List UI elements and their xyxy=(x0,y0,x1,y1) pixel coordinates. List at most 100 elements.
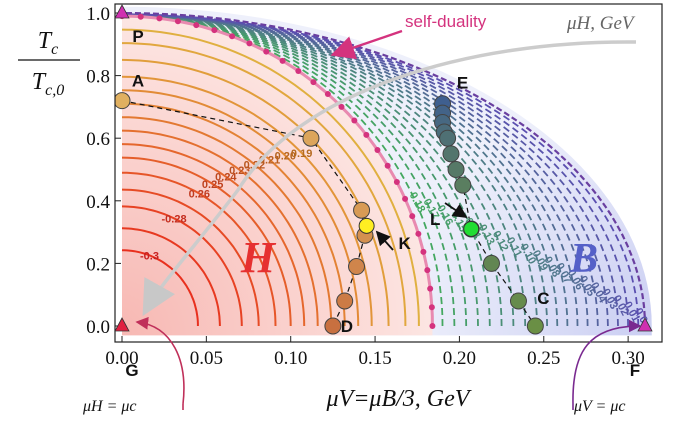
contour-h-line xyxy=(121,102,346,327)
contour-h-line xyxy=(121,143,306,327)
contour-h-line xyxy=(121,205,243,327)
point-c-label: C xyxy=(537,289,549,308)
x-tick-label: 0.00 xyxy=(105,348,138,369)
self-duality-arrow xyxy=(330,29,403,60)
region-b-label: B xyxy=(569,236,598,282)
path-b-point xyxy=(442,145,460,163)
muh-axis-label: μH, GeV xyxy=(566,13,636,34)
self-duality-dot xyxy=(402,195,409,202)
self-duality-dot xyxy=(246,40,253,47)
x-tick-label: 0.10 xyxy=(274,348,307,369)
point-k-marker xyxy=(358,217,375,234)
point-p-marker xyxy=(114,4,130,19)
contour-h-label: 0.19 xyxy=(291,148,312,160)
y-tick-label: 0.0 xyxy=(86,317,110,338)
self-duality-label: self-duality xyxy=(405,12,487,31)
contour-h-label: 0.25 xyxy=(202,179,223,191)
self-duality-dot xyxy=(338,103,345,110)
y-tick-label: 0.8 xyxy=(86,67,110,88)
y-axis-label-numerator: Tc xyxy=(38,28,58,58)
path-h-point xyxy=(353,201,371,219)
x-tick-label: 0.15 xyxy=(358,348,391,369)
point-g-marker xyxy=(114,317,130,332)
contour-h-line xyxy=(121,42,407,327)
outer-boundary-line xyxy=(121,11,647,327)
point-a-label: A xyxy=(132,72,144,91)
self-duality-dot xyxy=(415,230,422,237)
contour-h-line xyxy=(121,116,333,327)
contour-h-label: 0.20 xyxy=(275,151,296,163)
muh-axis-arrow xyxy=(142,40,637,317)
path-h-point xyxy=(302,129,320,147)
g-caption: μH = μc xyxy=(82,398,137,415)
plot-frame xyxy=(114,3,663,343)
self-duality-dot xyxy=(393,178,400,185)
point-d-label: D xyxy=(341,317,353,336)
contour-h-line xyxy=(121,188,260,327)
path-b-point xyxy=(509,292,527,310)
contour-b-line xyxy=(121,13,619,327)
self-duality-dot xyxy=(384,162,391,169)
y-tick-label: 0.2 xyxy=(86,254,110,275)
self-duality-dot xyxy=(229,33,236,40)
path-h-point xyxy=(115,92,131,110)
plot-area: -0.3-0.280.260.250.240.230.220.210.200.1… xyxy=(115,6,652,336)
y-axis-label: Tc Tc,0 xyxy=(18,28,80,99)
contour-h-label: -0.28 xyxy=(161,213,186,225)
y-axis-label-denominator: Tc,0 xyxy=(32,69,64,99)
contour-h-line xyxy=(121,171,277,327)
contour-b-line xyxy=(121,15,456,327)
y-tick-label: 0.6 xyxy=(86,129,110,150)
f-pointer xyxy=(572,319,642,405)
self-duality-dot xyxy=(363,131,370,138)
self-duality-dot xyxy=(310,79,317,86)
contour-h-line xyxy=(121,156,292,327)
l-pointer xyxy=(444,202,468,218)
x-tick-label: 0.30 xyxy=(612,348,645,369)
self-duality-dot xyxy=(324,91,331,98)
point-g-label: G xyxy=(125,361,138,380)
contour-h-line xyxy=(121,249,199,326)
y-tick-label: 1.0 xyxy=(86,4,110,25)
contour-b-line xyxy=(121,13,609,327)
contour-h-label: 0.23 xyxy=(229,165,250,177)
point-f-label: F xyxy=(630,361,640,380)
contour-h-label: -0.3 xyxy=(140,250,159,262)
self-duality-dot xyxy=(279,57,286,64)
point-l-marker xyxy=(463,220,480,237)
path-h-point xyxy=(324,317,342,335)
path-h-point xyxy=(348,258,366,276)
y-tick-label: 0.4 xyxy=(86,192,110,213)
self-duality-dot xyxy=(156,15,163,22)
contour-h-line xyxy=(121,28,420,327)
self-duality-dot xyxy=(427,285,434,292)
x-tick-label: 0.05 xyxy=(190,348,223,369)
point-k-label: K xyxy=(398,234,411,253)
self-duality-dot xyxy=(174,18,181,25)
path-b-point xyxy=(526,317,544,335)
contour-h-line xyxy=(121,227,221,327)
point-p-label: P xyxy=(132,27,143,46)
self-duality-dot xyxy=(193,22,200,29)
x-tick-label: 0.25 xyxy=(527,348,560,369)
path-b-point xyxy=(439,129,457,147)
self-duality-dot xyxy=(428,304,435,311)
self-duality-dot xyxy=(420,248,427,255)
self-duality-dot xyxy=(374,146,381,153)
f-caption: μV = μc xyxy=(573,398,625,415)
contour-h-label: 0.24 xyxy=(215,172,237,184)
self-duality-dot xyxy=(351,117,358,124)
region-h-fill xyxy=(122,13,433,336)
contour-h-line xyxy=(121,129,319,327)
point-e-label: E xyxy=(457,74,468,93)
self-duality-dot xyxy=(295,67,302,74)
path-b-point xyxy=(447,161,465,178)
contour-b-line xyxy=(121,14,515,327)
region-h-label: H xyxy=(240,233,277,282)
path-h-point xyxy=(336,292,354,310)
contour-b-line xyxy=(121,14,491,327)
k-pointer xyxy=(375,230,394,251)
contour-h-label: 0.26 xyxy=(189,189,210,201)
contour-b-line xyxy=(121,13,640,327)
